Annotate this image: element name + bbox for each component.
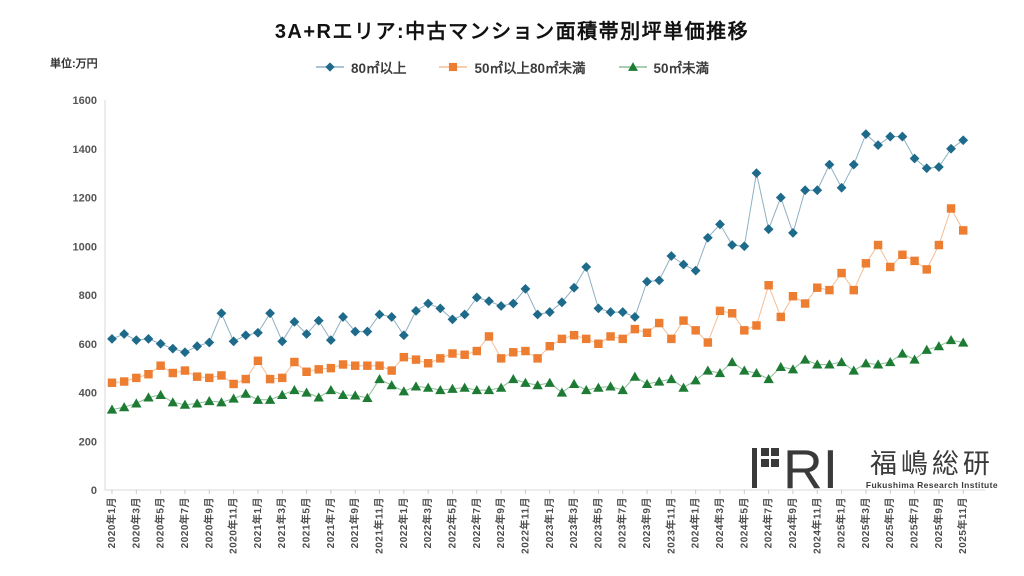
square-marker-icon (439, 62, 468, 72)
svg-text:2022年7月: 2022年7月 (470, 497, 483, 548)
svg-text:1400: 1400 (73, 144, 97, 156)
fri-logo-kanji: 福嶋総研 (869, 449, 994, 479)
svg-text:2025年11月: 2025年11月 (956, 497, 969, 554)
svg-text:1000: 1000 (73, 241, 97, 253)
svg-text:2024年11月: 2024年11月 (810, 497, 823, 554)
svg-text:2022年9月: 2022年9月 (494, 497, 507, 548)
svg-text:800: 800 (79, 290, 97, 302)
svg-text:2024年5月: 2024年5月 (737, 497, 750, 548)
svg-text:2023年1月: 2023年1月 (543, 497, 556, 548)
svg-text:2024年7月: 2024年7月 (762, 497, 775, 548)
svg-text:2020年9月: 2020年9月 (202, 497, 215, 548)
svg-text:2023年3月: 2023年3月 (567, 497, 580, 548)
svg-text:2025年9月: 2025年9月 (932, 497, 945, 548)
svg-text:2024年3月: 2024年3月 (713, 497, 726, 548)
legend-item-50to80: 50㎡以上80㎡未満 (438, 57, 586, 77)
chart-title: 3A+Rエリア:中古マンション面積帯別坪単価推移 (274, 21, 750, 43)
fri-logo-english: Fukushima Research Institute (865, 480, 998, 490)
svg-text:1600: 1600 (73, 95, 97, 107)
svg-text:2025年1月: 2025年1月 (835, 497, 848, 548)
svg-text:2025年5月: 2025年5月 (883, 497, 896, 548)
svg-text:2024年9月: 2024年9月 (786, 497, 799, 548)
svg-text:2021年11月: 2021年11月 (373, 497, 386, 554)
unit-label: 単位:万円 (50, 58, 98, 70)
legend-label: 50㎡以上80㎡未満 (474, 61, 586, 76)
fri-logo: RI 福嶋総研 Fukushima Research Institute (750, 444, 998, 492)
legend-label: 80㎡以上 (350, 61, 407, 76)
legend: 80㎡以上 50㎡以上80㎡未満 50㎡未満 (0, 57, 1024, 77)
svg-text:2021年5月: 2021年5月 (300, 497, 313, 548)
svg-text:2020年7月: 2020年7月 (178, 497, 191, 548)
legend-label: 50㎡未満 (653, 61, 710, 76)
svg-text:2021年9月: 2021年9月 (348, 497, 361, 548)
svg-text:2021年1月: 2021年1月 (251, 497, 264, 548)
svg-text:2023年7月: 2023年7月 (616, 497, 629, 548)
svg-text:1200: 1200 (73, 193, 97, 205)
svg-text:2020年3月: 2020年3月 (129, 497, 142, 548)
fri-logo-name: 福嶋総研 Fukushima Research Institute (866, 450, 998, 490)
legend-item-over80: 80㎡以上 (315, 57, 407, 77)
legend-item-under50: 50㎡未満 (618, 57, 710, 77)
svg-text:2020年11月: 2020年11月 (227, 497, 240, 554)
svg-text:600: 600 (79, 339, 97, 351)
svg-text:2021年3月: 2021年3月 (275, 497, 288, 548)
svg-text:2023年11月: 2023年11月 (664, 497, 677, 554)
svg-text:2024年1月: 2024年1月 (689, 497, 702, 548)
svg-text:200: 200 (79, 436, 97, 448)
svg-text:2023年9月: 2023年9月 (640, 497, 653, 548)
svg-text:2020年5月: 2020年5月 (154, 497, 167, 548)
fri-logo-ri-text: RI (783, 444, 838, 492)
svg-text:2022年3月: 2022年3月 (421, 497, 434, 548)
svg-text:2022年1月: 2022年1月 (397, 497, 410, 548)
svg-text:2023年5月: 2023年5月 (591, 497, 604, 548)
svg-text:2022年11月: 2022年11月 (518, 497, 531, 554)
svg-text:2022年5月: 2022年5月 (445, 497, 458, 548)
svg-text:2021年7月: 2021年7月 (324, 497, 337, 548)
svg-text:2020年1月: 2020年1月 (105, 497, 118, 548)
svg-text:400: 400 (79, 388, 97, 400)
svg-text:2025年3月: 2025年3月 (859, 497, 872, 548)
diamond-marker-icon (315, 62, 344, 72)
fri-logo-letters-icon: RI (751, 444, 838, 492)
triangle-marker-icon (618, 62, 647, 71)
svg-text:2025年7月: 2025年7月 (908, 497, 921, 548)
svg-text:0: 0 (91, 485, 97, 497)
